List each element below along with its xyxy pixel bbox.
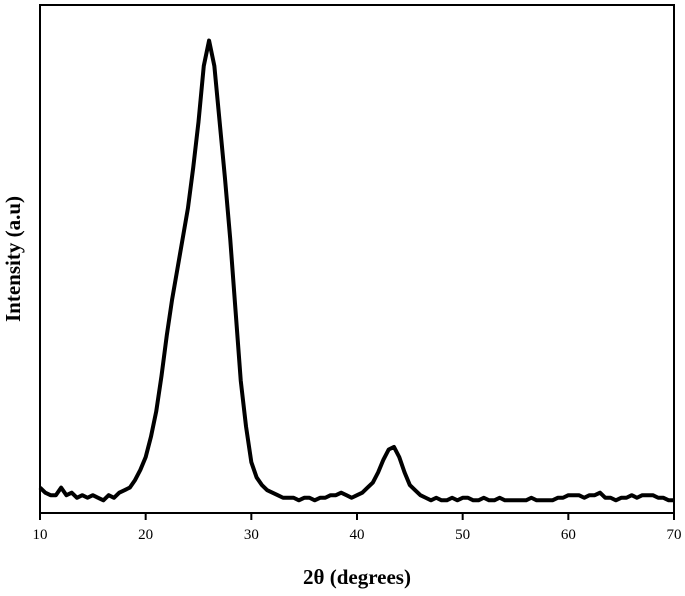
x-tick-label: 30 [244,527,259,543]
y-axis-label: Intensity (a.u) [1,196,25,322]
x-tick-label: 10 [33,527,48,543]
data-line [38,38,674,503]
x-axis-label: 2θ (degrees) [303,565,411,589]
x-tick-label: 20 [138,527,153,543]
x-tick-label: 50 [455,527,470,543]
plot-frame [39,4,675,514]
x-tick-label: 60 [561,527,576,543]
x-tick-label: 40 [350,527,365,543]
x-tick-label: 70 [667,527,682,543]
